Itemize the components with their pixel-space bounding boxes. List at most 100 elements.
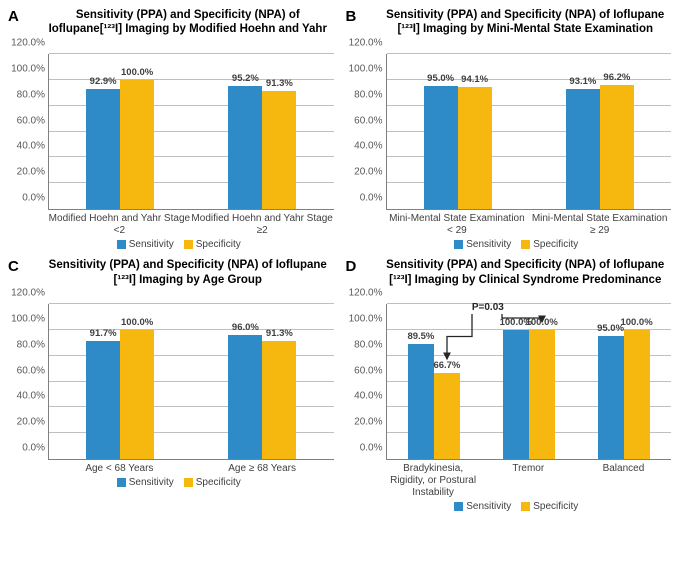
y-tick-label: 100.0%	[349, 313, 387, 324]
bar-value-label: 92.9%	[90, 76, 117, 87]
x-labels: Mini-Mental State Examination < 29Mini-M…	[386, 210, 672, 237]
x-labels: Modified Hoehn and Yahr Stage <2Modified…	[48, 210, 334, 237]
sensitivity-bar: 95.0%	[424, 86, 458, 209]
x-tick-label: Modified Hoehn and Yahr Stage ≥2	[191, 210, 334, 237]
legend-label-specificity: Specificity	[196, 239, 241, 250]
legend-swatch-specificity	[521, 502, 530, 511]
chart-title: Sensitivity (PPA) and Specificity (NPA) …	[36, 8, 340, 50]
bar-value-label: 95.0%	[427, 73, 454, 84]
bar-value-label: 95.2%	[232, 73, 259, 84]
chart-wrap: 0.0%20.0%40.0%60.0%80.0%100.0%120.0%89.5…	[346, 304, 678, 512]
bar-value-label: 96.0%	[232, 322, 259, 333]
bar-value-label: 96.2%	[603, 72, 630, 83]
legend-label-sensitivity: Sensitivity	[129, 239, 174, 250]
legend-label-specificity: Specificity	[533, 501, 578, 512]
x-tick-label: Age < 68 Years	[48, 460, 191, 475]
y-tick-label: 120.0%	[11, 38, 49, 49]
y-tick-label: 40.0%	[17, 391, 49, 402]
y-tick-label: 60.0%	[354, 365, 386, 376]
y-tick-label: 100.0%	[11, 313, 49, 324]
legend-swatch-sensitivity	[117, 240, 126, 249]
legend: SensitivitySpecificity	[8, 477, 340, 488]
chart-grid: A Sensitivity (PPA) and Specificity (NPA)…	[8, 8, 677, 512]
specificity-bar: 96.2%	[600, 85, 634, 209]
chart-wrap: 0.0%20.0%40.0%60.0%80.0%100.0%120.0%91.7…	[8, 304, 340, 488]
y-tick-label: 0.0%	[360, 443, 387, 454]
bar-value-label: 94.1%	[461, 74, 488, 85]
y-tick-label: 60.0%	[17, 115, 49, 126]
panel-a: A Sensitivity (PPA) and Specificity (NPA)…	[8, 8, 340, 250]
panel-letter: C	[8, 258, 19, 275]
x-tick-label: Tremor	[481, 460, 576, 499]
y-tick-label: 120.0%	[349, 288, 387, 299]
chart-wrap: 0.0%20.0%40.0%60.0%80.0%100.0%120.0%95.0…	[346, 54, 678, 250]
legend-swatch-sensitivity	[454, 502, 463, 511]
x-labels: Age < 68 YearsAge ≥ 68 Years	[48, 460, 334, 475]
annotation-arrows	[387, 304, 672, 459]
specificity-bar: 100.0%	[120, 80, 154, 209]
bar-value-label: 91.3%	[266, 328, 293, 339]
x-tick-label: Modified Hoehn and Yahr Stage <2	[48, 210, 191, 237]
legend-label-sensitivity: Sensitivity	[466, 501, 511, 512]
panel-c: CSensitivity (PPA) and Specificity (NPA)…	[8, 258, 340, 512]
y-tick-label: 80.0%	[17, 339, 49, 350]
x-tick-label: Balanced	[576, 460, 671, 499]
bar-value-label: 100.0%	[121, 67, 153, 78]
specificity-bar: 100.0%	[120, 330, 154, 459]
sensitivity-bar: 93.1%	[566, 89, 600, 209]
legend-label-sensitivity: Sensitivity	[466, 239, 511, 250]
y-tick-label: 60.0%	[17, 365, 49, 376]
bar-groups: 92.9%100.0%95.2%91.3%	[49, 54, 334, 209]
x-tick-label: Mini-Mental State Examination ≥ 29	[528, 210, 671, 237]
legend-swatch-specificity	[184, 478, 193, 487]
plot-area: 0.0%20.0%40.0%60.0%80.0%100.0%120.0%91.7…	[48, 304, 334, 460]
bar-value-label: 91.3%	[266, 78, 293, 89]
y-tick-label: 40.0%	[354, 391, 386, 402]
y-tick-label: 120.0%	[349, 38, 387, 49]
sensitivity-bar: 95.2%	[228, 86, 262, 209]
y-tick-label: 60.0%	[354, 115, 386, 126]
y-tick-label: 0.0%	[360, 193, 387, 204]
bar-group: 92.9%100.0%	[49, 54, 191, 209]
sensitivity-bar: 91.7%	[86, 341, 120, 459]
bar-value-label: 91.7%	[90, 328, 117, 339]
x-labels: Bradykinesia, Rigidity, or Postural Inst…	[386, 460, 672, 499]
panel-letter: A	[8, 8, 19, 25]
y-tick-label: 80.0%	[354, 89, 386, 100]
chart-title: Sensitivity (PPA) and Specificity (NPA) …	[374, 8, 678, 50]
y-tick-label: 100.0%	[349, 63, 387, 74]
legend: Sensitivity Specificity	[346, 501, 678, 512]
specificity-bar: 91.3%	[262, 91, 296, 209]
plot-area: 0.0%20.0%40.0%60.0%80.0%100.0%120.0%95.0…	[386, 54, 672, 210]
legend: Sensitivity Specificity	[346, 239, 678, 250]
x-tick-label: Mini-Mental State Examination < 29	[386, 210, 529, 237]
legend-swatch-sensitivity	[454, 240, 463, 249]
bar-value-label: 100.0%	[121, 317, 153, 328]
specificity-bar: 94.1%	[458, 87, 492, 209]
legend-label-sensitivity: Sensitivity	[129, 477, 174, 488]
bar-group: 93.1%96.2%	[529, 54, 671, 209]
sensitivity-bar: 92.9%	[86, 89, 120, 209]
y-tick-label: 80.0%	[354, 339, 386, 350]
legend: Sensitivity Specificity	[8, 239, 340, 250]
legend-swatch-specificity	[184, 240, 193, 249]
bar-groups: 91.7%100.0%96.0%91.3%	[49, 304, 334, 459]
y-tick-label: 100.0%	[11, 63, 49, 74]
y-tick-label: 0.0%	[22, 443, 49, 454]
x-tick-label: Bradykinesia, Rigidity, or Postural Inst…	[386, 460, 481, 499]
legend-swatch-sensitivity	[117, 478, 126, 487]
legend-label-specificity: Specificity	[533, 239, 578, 250]
y-tick-label: 20.0%	[354, 417, 386, 428]
y-tick-label: 40.0%	[354, 141, 386, 152]
bar-groups: 95.0%94.1%93.1%96.2%	[387, 54, 672, 209]
panel-letter: B	[346, 8, 357, 25]
bar-group: 91.7%100.0%	[49, 304, 191, 459]
specificity-bar: 91.3%	[262, 341, 296, 459]
panel-letter: D	[346, 258, 357, 275]
y-tick-label: 20.0%	[17, 167, 49, 178]
y-tick-label: 0.0%	[22, 193, 49, 204]
y-tick-label: 20.0%	[354, 167, 386, 178]
y-tick-label: 80.0%	[17, 89, 49, 100]
y-tick-label: 40.0%	[17, 141, 49, 152]
legend-swatch-specificity	[521, 240, 530, 249]
